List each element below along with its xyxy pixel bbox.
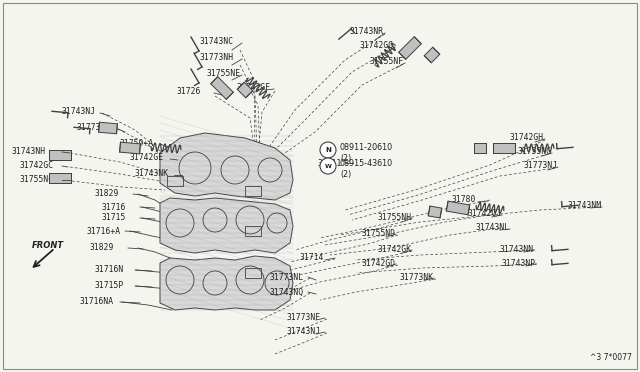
Text: 31755NG: 31755NG (518, 148, 552, 157)
Text: (2): (2) (340, 170, 351, 179)
Text: 31742GD: 31742GD (362, 260, 396, 269)
Polygon shape (428, 206, 442, 218)
Text: 31742GH: 31742GH (510, 134, 544, 142)
Text: 31742GG: 31742GG (360, 42, 394, 51)
Text: 31829: 31829 (95, 189, 120, 199)
Text: 31743NR: 31743NR (350, 28, 384, 36)
Text: 31743NJ: 31743NJ (287, 327, 321, 337)
Polygon shape (160, 133, 293, 200)
Polygon shape (474, 143, 486, 153)
Text: 08915-43610: 08915-43610 (340, 158, 393, 167)
Text: 31743NH: 31743NH (12, 148, 46, 157)
Polygon shape (493, 143, 515, 153)
Text: 31755NC: 31755NC (20, 176, 54, 185)
Text: N: N (325, 147, 331, 153)
Text: 31743NM: 31743NM (568, 202, 602, 211)
Circle shape (320, 142, 336, 158)
Text: 31711: 31711 (318, 158, 342, 167)
Text: 08911-20610: 08911-20610 (340, 142, 393, 151)
Text: 31743NL: 31743NL (476, 224, 510, 232)
Text: 31829: 31829 (90, 244, 115, 253)
Polygon shape (446, 201, 470, 215)
Text: 31742GF: 31742GF (237, 83, 271, 93)
Text: 31714: 31714 (300, 253, 324, 263)
Text: 31743NK: 31743NK (135, 170, 169, 179)
Text: 31743NN: 31743NN (500, 246, 534, 254)
Text: 31716N: 31716N (95, 266, 124, 275)
Text: 31773NK: 31773NK (400, 273, 434, 282)
Text: 31716: 31716 (102, 202, 126, 212)
Polygon shape (211, 77, 234, 99)
Text: 31773NJ: 31773NJ (524, 161, 558, 170)
Text: 31759+A: 31759+A (120, 138, 154, 148)
Text: ^3 7*0077: ^3 7*0077 (590, 353, 632, 362)
Text: 31742GC: 31742GC (20, 161, 54, 170)
Text: 31773NL: 31773NL (270, 273, 304, 282)
Text: (2): (2) (340, 154, 351, 163)
Text: 31742GJ: 31742GJ (468, 209, 502, 218)
Text: 31755NE: 31755NE (207, 70, 241, 78)
Circle shape (320, 158, 336, 174)
Polygon shape (237, 82, 253, 98)
Text: 31716NA: 31716NA (80, 298, 114, 307)
Text: 31726: 31726 (177, 87, 202, 96)
Polygon shape (399, 37, 421, 59)
Text: 31773NG: 31773NG (77, 124, 111, 132)
Text: 31743NQ: 31743NQ (270, 288, 304, 296)
Text: 31780: 31780 (452, 196, 476, 205)
Text: 31773NF: 31773NF (287, 314, 321, 323)
Polygon shape (120, 142, 140, 154)
Text: 31743NP: 31743NP (502, 260, 536, 269)
Bar (245, 186, 261, 196)
Text: 31755ND: 31755ND (362, 230, 396, 238)
Bar (167, 176, 183, 186)
Text: 31743NJ: 31743NJ (62, 108, 96, 116)
Text: 31715: 31715 (102, 214, 126, 222)
Polygon shape (49, 173, 71, 183)
Text: 31742GE: 31742GE (130, 154, 164, 163)
Bar (245, 226, 261, 236)
Text: 31742GK: 31742GK (378, 246, 412, 254)
Text: 31773NH: 31773NH (200, 54, 234, 62)
Bar (245, 268, 261, 278)
Text: W: W (324, 164, 332, 169)
Polygon shape (424, 47, 440, 63)
Text: 31716+A: 31716+A (87, 227, 121, 235)
Text: 31755NH: 31755NH (378, 214, 412, 222)
Polygon shape (99, 122, 117, 134)
Polygon shape (160, 256, 293, 310)
Polygon shape (49, 150, 71, 160)
Text: 31715P: 31715P (95, 282, 124, 291)
Text: 31743NC: 31743NC (200, 38, 234, 46)
Text: FRONT: FRONT (32, 241, 64, 250)
Polygon shape (160, 198, 293, 253)
Text: 31755NF: 31755NF (370, 58, 404, 67)
